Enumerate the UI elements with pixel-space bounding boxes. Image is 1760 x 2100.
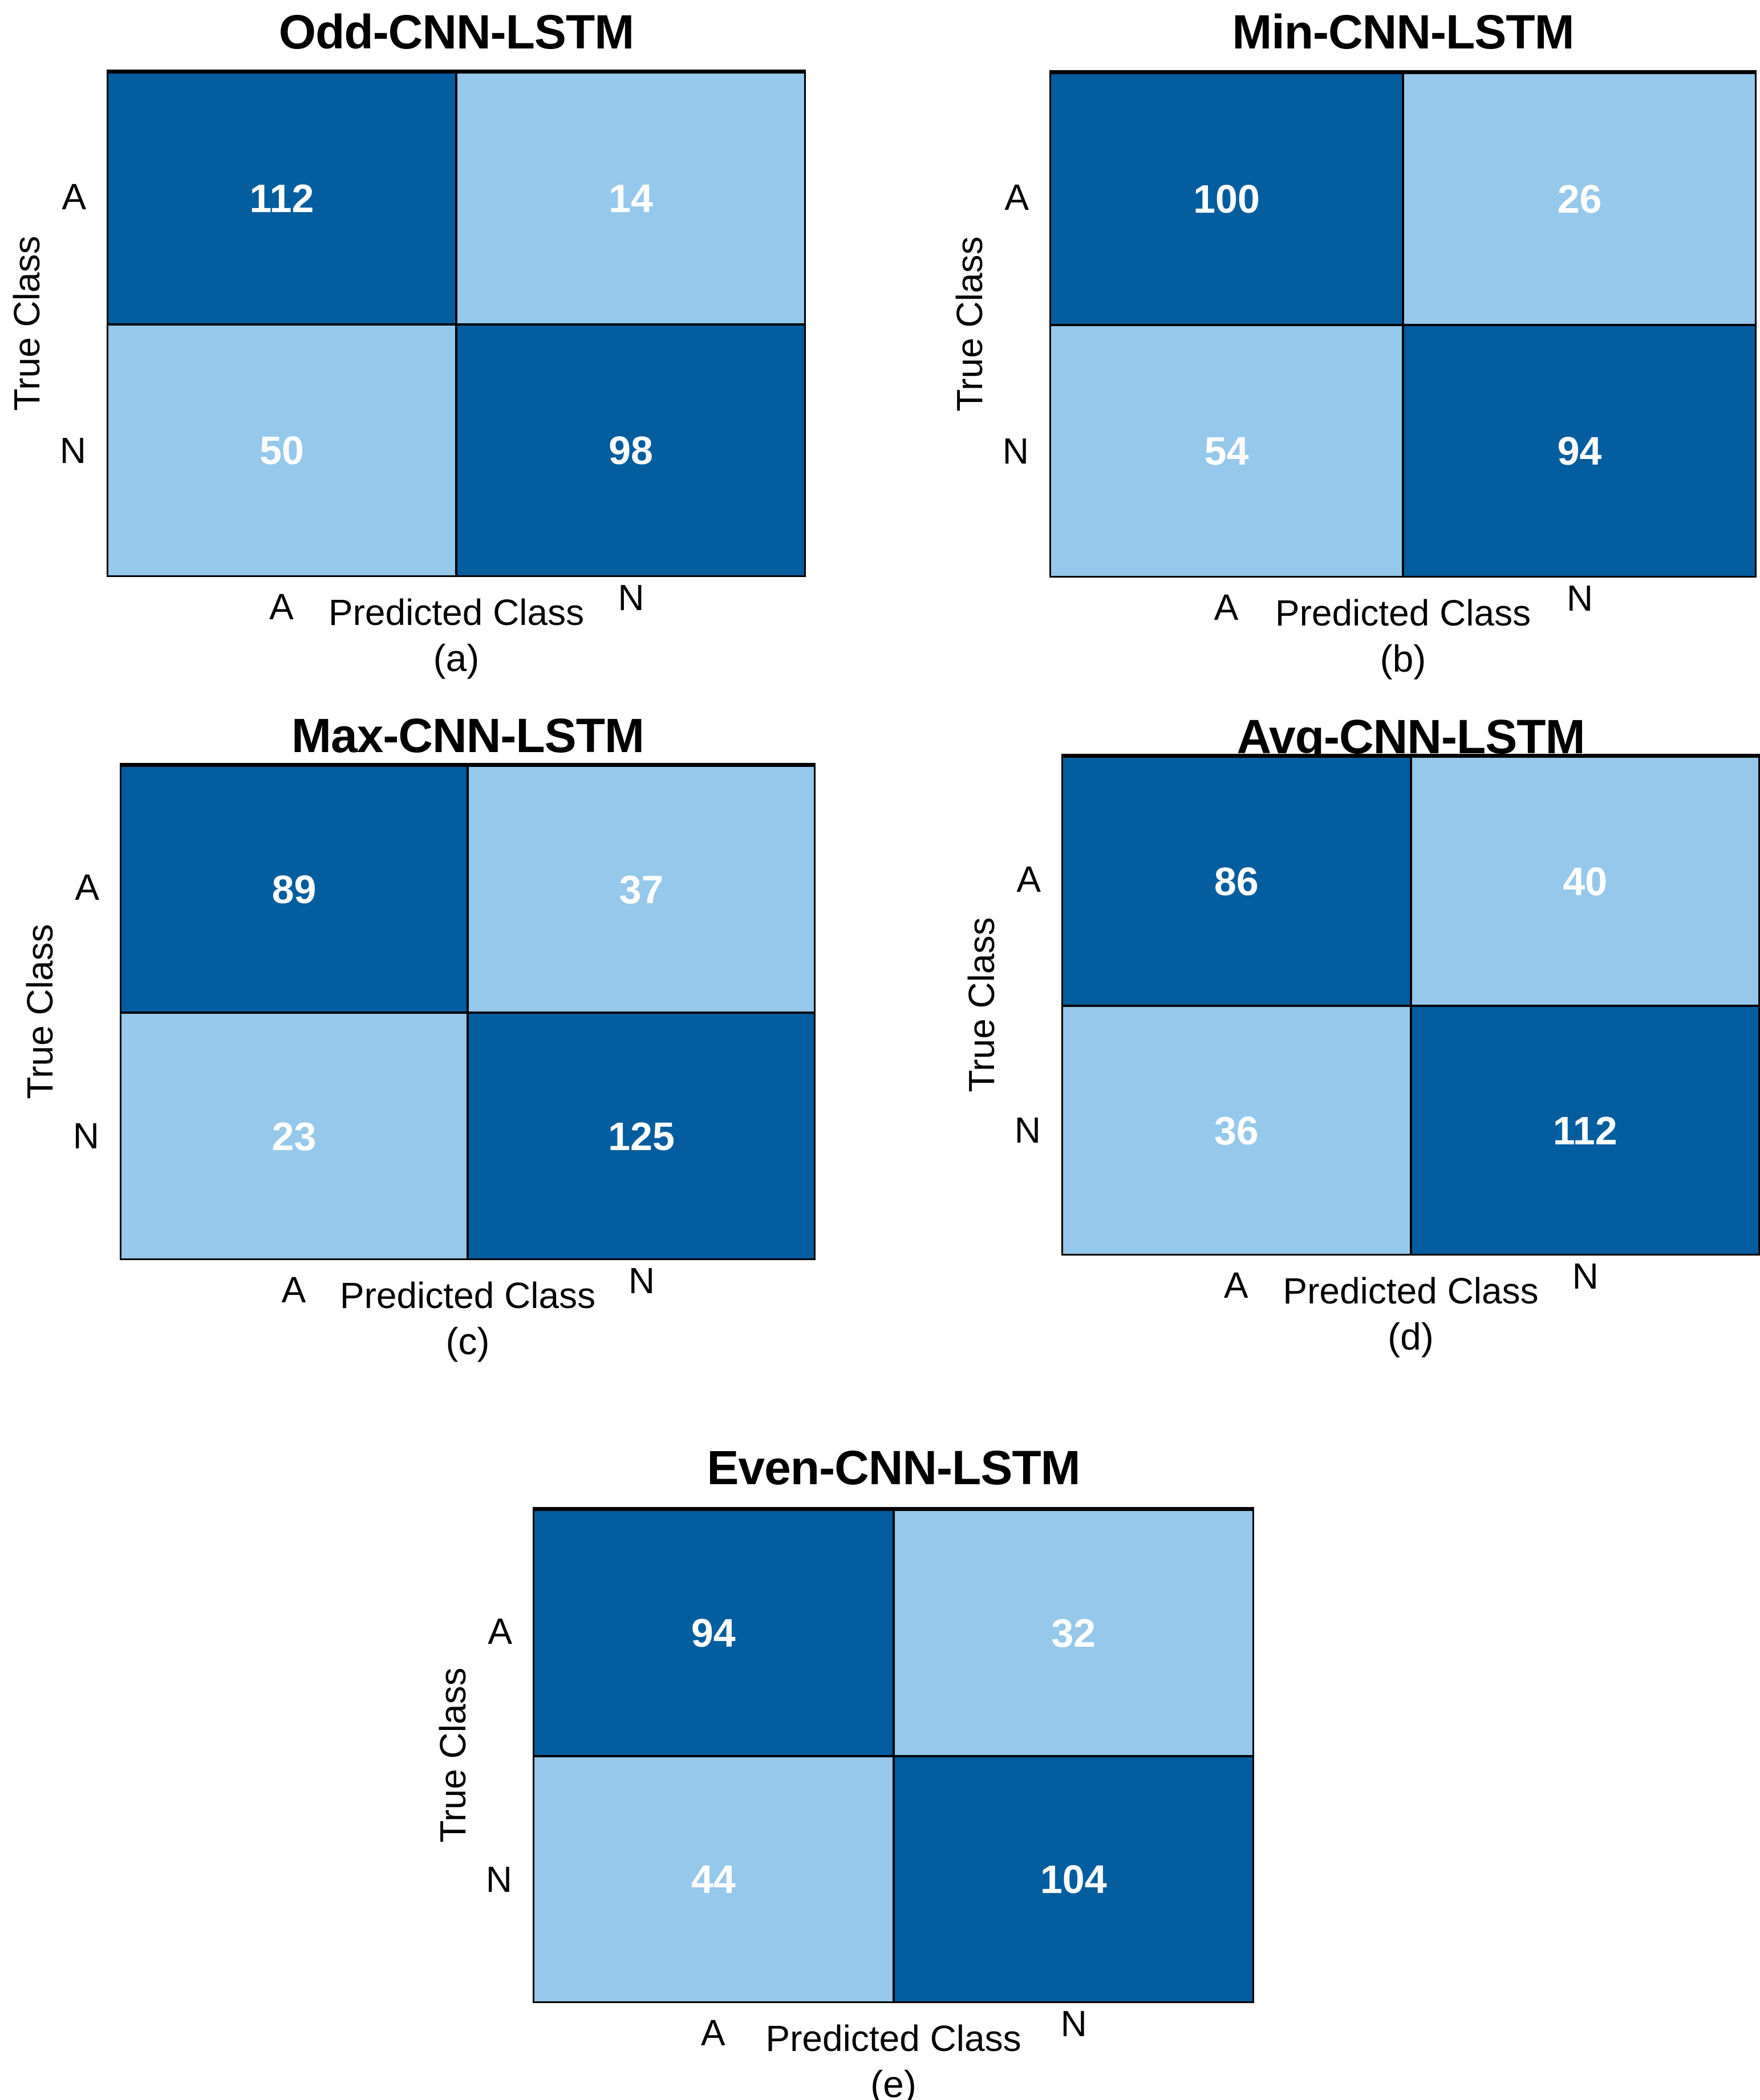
cell-trueA-predN: 32 (893, 1511, 1252, 1756)
cell-trueN-predN: 98 (456, 324, 804, 575)
cell-trueN-predN: 94 (1403, 325, 1755, 576)
x-axis-label: Predicted Class (765, 2018, 1021, 2059)
x-axis-label: Predicted Class (1283, 1270, 1539, 1311)
y-tick-n: N (59, 429, 86, 471)
confusion-matrix: 89 37 23 125 (120, 763, 816, 1260)
x-tick-a: A (1214, 587, 1239, 628)
cell-trueA-predA: 112 (108, 74, 456, 324)
y-tick-a: A (488, 1610, 512, 1652)
cell-trueA-predA: 89 (121, 767, 468, 1013)
y-tick-a: A (1016, 859, 1041, 900)
y-tick-n: N (1002, 430, 1029, 472)
y-tick-n: N (485, 1858, 512, 1900)
panel-caption: (b) (1380, 637, 1426, 680)
x-tick-n: N (1566, 578, 1593, 619)
panel-max-cnn-lstm: Max-CNN-LSTM True Class A N 89 37 23 125… (0, 701, 880, 1431)
confusion-matrix: 100 26 54 94 (1049, 70, 1757, 578)
x-axis-label: Predicted Class (339, 1275, 596, 1316)
x-tick-n: N (618, 577, 644, 618)
cell-trueN-predA: 54 (1051, 325, 1403, 576)
x-tick-a: A (269, 586, 294, 627)
confusion-matrix: 112 14 50 98 (107, 70, 806, 577)
cell-trueN-predN: 125 (468, 1013, 814, 1258)
y-tick-a: A (1004, 176, 1029, 218)
panel-even-cnn-lstm: Even-CNN-LSTM True Class A N 94 32 44 10… (395, 1431, 1365, 2100)
panel-caption: (e) (870, 2063, 917, 2100)
y-axis-label: True Class (949, 236, 990, 412)
panel-caption: (d) (1388, 1315, 1434, 1358)
confusion-matrix: 86 40 36 112 (1061, 754, 1760, 1256)
y-tick-n: N (1014, 1110, 1041, 1151)
panel-caption: (a) (433, 637, 480, 679)
x-axis-label: Predicted Class (1275, 592, 1531, 633)
y-tick-a: A (62, 176, 86, 217)
cell-trueA-predN: 40 (1410, 758, 1758, 1006)
cell-trueA-predA: 86 (1063, 758, 1411, 1006)
y-axis-label: True Class (961, 917, 1002, 1092)
x-tick-n: N (1572, 1256, 1599, 1297)
panel-odd-cnn-lstm: Odd-CNN-LSTM True Class A N 112 14 50 98… (0, 0, 880, 701)
x-tick-a: A (1223, 1265, 1248, 1306)
y-tick-n: N (72, 1115, 99, 1156)
cell-trueN-predN: 112 (1410, 1006, 1758, 1254)
panel-title: Max-CNN-LSTM (291, 709, 644, 762)
x-axis-label: Predicted Class (328, 592, 585, 633)
panel-title: Even-CNN-LSTM (707, 1441, 1080, 1494)
y-axis-label: True Class (19, 924, 60, 1099)
cell-trueA-predA: 94 (534, 1511, 894, 1756)
cell-trueN-predA: 50 (108, 324, 456, 575)
cell-trueN-predA: 44 (534, 1756, 894, 2001)
x-tick-a: A (700, 2012, 725, 2053)
y-axis-label: True Class (432, 1667, 473, 1843)
cell-trueA-predN: 37 (468, 767, 814, 1013)
x-tick-n: N (628, 1260, 655, 1301)
y-axis-label: True Class (6, 235, 47, 411)
y-tick-a: A (75, 867, 99, 908)
cell-trueN-predA: 23 (121, 1013, 468, 1258)
cell-trueN-predA: 36 (1063, 1006, 1411, 1254)
confusion-matrix: 94 32 44 104 (533, 1507, 1254, 2003)
cell-trueA-predN: 14 (456, 74, 804, 324)
panel-title: Min-CNN-LSTM (1232, 5, 1574, 59)
panel-avg-cnn-lstm: Avg-CNN-LSTM True Class A N 86 40 36 112… (880, 701, 1760, 1431)
x-tick-a: A (281, 1269, 306, 1310)
panel-title: Odd-CNN-LSTM (278, 5, 635, 59)
cell-trueA-predA: 100 (1051, 74, 1403, 325)
cell-trueA-predN: 26 (1403, 74, 1755, 325)
panel-caption: (c) (445, 1320, 490, 1362)
x-tick-n: N (1060, 2003, 1087, 2044)
panel-min-cnn-lstm: Min-CNN-LSTM True Class A N 100 26 54 94… (880, 0, 1760, 701)
cell-trueN-predN: 104 (893, 1756, 1252, 2001)
